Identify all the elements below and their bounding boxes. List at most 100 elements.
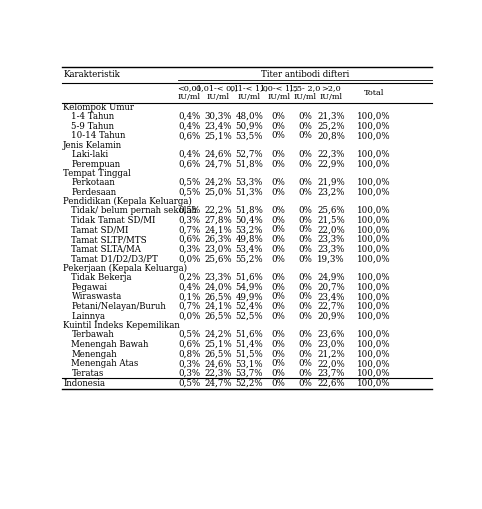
Text: 19,3%: 19,3% bbox=[317, 254, 345, 264]
Text: 0,3%: 0,3% bbox=[178, 369, 200, 378]
Text: 0%: 0% bbox=[298, 369, 312, 378]
Text: 0%: 0% bbox=[298, 225, 312, 234]
Text: 100,0%: 100,0% bbox=[357, 235, 391, 244]
Text: 1,5- 2,0
IU/ml: 1,5- 2,0 IU/ml bbox=[289, 84, 321, 101]
Text: 21,2%: 21,2% bbox=[317, 350, 345, 358]
Text: 100,0%: 100,0% bbox=[357, 131, 391, 140]
Text: 0%: 0% bbox=[272, 150, 286, 159]
Text: 22,3%: 22,3% bbox=[204, 369, 232, 378]
Text: 0%: 0% bbox=[298, 206, 312, 215]
Text: 51,6%: 51,6% bbox=[235, 273, 263, 282]
Text: Indonesia: Indonesia bbox=[63, 379, 105, 388]
Text: 0%: 0% bbox=[272, 340, 286, 349]
Text: 24,0%: 24,0% bbox=[204, 282, 232, 292]
Text: 0%: 0% bbox=[272, 225, 286, 234]
Text: 100,0%: 100,0% bbox=[357, 350, 391, 358]
Text: 53,2%: 53,2% bbox=[236, 225, 263, 234]
Text: 51,8%: 51,8% bbox=[235, 159, 263, 168]
Text: Pegawai: Pegawai bbox=[71, 282, 107, 292]
Text: 10-14 Tahun: 10-14 Tahun bbox=[71, 131, 126, 140]
Text: 51,3%: 51,3% bbox=[235, 187, 263, 196]
Text: Tidak Bekerja: Tidak Bekerja bbox=[71, 273, 132, 282]
Text: 52,4%: 52,4% bbox=[235, 302, 263, 311]
Text: 23,4%: 23,4% bbox=[204, 122, 232, 131]
Text: 24,6%: 24,6% bbox=[204, 150, 232, 159]
Text: 0,4%: 0,4% bbox=[178, 282, 200, 292]
Text: 0%: 0% bbox=[272, 245, 286, 254]
Text: 0,0%: 0,0% bbox=[178, 312, 201, 321]
Text: Terbawah: Terbawah bbox=[71, 330, 114, 339]
Text: 23,0%: 23,0% bbox=[317, 340, 345, 349]
Text: 0,1-< 1,0
IU/ml: 0,1-< 1,0 IU/ml bbox=[230, 84, 268, 101]
Text: 0,5%: 0,5% bbox=[178, 330, 200, 339]
Text: 0,3%: 0,3% bbox=[178, 245, 200, 254]
Text: Tidak Tamat SD/MI: Tidak Tamat SD/MI bbox=[71, 216, 156, 224]
Text: 0%: 0% bbox=[272, 302, 286, 311]
Text: 51,4%: 51,4% bbox=[235, 340, 263, 349]
Text: >2,0
IU/ml: >2,0 IU/ml bbox=[320, 84, 343, 101]
Text: 52,2%: 52,2% bbox=[235, 379, 263, 388]
Text: 0%: 0% bbox=[272, 359, 286, 368]
Text: 20,9%: 20,9% bbox=[317, 312, 345, 321]
Text: Tamat SLTP/MTS: Tamat SLTP/MTS bbox=[71, 235, 147, 244]
Text: 0%: 0% bbox=[298, 122, 312, 131]
Text: Pendidikan (Kepala Keluarga): Pendidikan (Kepala Keluarga) bbox=[63, 196, 192, 206]
Text: 0%: 0% bbox=[298, 245, 312, 254]
Text: 100,0%: 100,0% bbox=[357, 379, 391, 388]
Text: 51,6%: 51,6% bbox=[235, 330, 263, 339]
Text: 0%: 0% bbox=[298, 282, 312, 292]
Text: 0,1%: 0,1% bbox=[178, 292, 201, 301]
Text: 0%: 0% bbox=[272, 131, 286, 140]
Text: 50,9%: 50,9% bbox=[235, 122, 263, 131]
Text: 24,2%: 24,2% bbox=[204, 330, 232, 339]
Text: 0,7%: 0,7% bbox=[178, 225, 200, 234]
Text: 100,0%: 100,0% bbox=[357, 254, 391, 264]
Text: 100,0%: 100,0% bbox=[357, 369, 391, 378]
Text: 23,6%: 23,6% bbox=[317, 330, 345, 339]
Text: 20,7%: 20,7% bbox=[317, 282, 345, 292]
Text: 23,0%: 23,0% bbox=[204, 245, 232, 254]
Text: Menengah Bawah: Menengah Bawah bbox=[71, 340, 149, 349]
Text: 0%: 0% bbox=[272, 379, 286, 388]
Text: Menengah: Menengah bbox=[71, 350, 117, 358]
Text: 0%: 0% bbox=[272, 178, 286, 187]
Text: 25,6%: 25,6% bbox=[204, 254, 232, 264]
Text: 53,3%: 53,3% bbox=[236, 178, 263, 187]
Text: 0%: 0% bbox=[298, 350, 312, 358]
Text: 0%: 0% bbox=[298, 187, 312, 196]
Text: 100,0%: 100,0% bbox=[357, 206, 391, 215]
Text: 0%: 0% bbox=[298, 292, 312, 301]
Text: 0%: 0% bbox=[298, 178, 312, 187]
Text: 24,1%: 24,1% bbox=[204, 302, 232, 311]
Text: 100,0%: 100,0% bbox=[357, 292, 391, 301]
Text: Teratas: Teratas bbox=[71, 369, 104, 378]
Text: 0%: 0% bbox=[272, 122, 286, 131]
Text: Laki-laki: Laki-laki bbox=[71, 150, 108, 159]
Text: Kuintil Indeks Kepemilikan: Kuintil Indeks Kepemilikan bbox=[63, 321, 180, 330]
Text: 26,3%: 26,3% bbox=[204, 235, 232, 244]
Text: 24,6%: 24,6% bbox=[204, 359, 232, 368]
Text: Tamat D1/D2/D3/PT: Tamat D1/D2/D3/PT bbox=[71, 254, 158, 264]
Text: 0%: 0% bbox=[298, 131, 312, 140]
Text: 53,7%: 53,7% bbox=[236, 369, 263, 378]
Text: 100,0%: 100,0% bbox=[357, 359, 391, 368]
Text: 0,3%: 0,3% bbox=[178, 359, 200, 368]
Text: 0%: 0% bbox=[298, 150, 312, 159]
Text: Karakteristik: Karakteristik bbox=[63, 70, 120, 79]
Text: 100,0%: 100,0% bbox=[357, 302, 391, 311]
Text: 0%: 0% bbox=[272, 159, 286, 168]
Text: 100,0%: 100,0% bbox=[357, 225, 391, 234]
Text: Tempat Tinggal: Tempat Tinggal bbox=[63, 168, 131, 178]
Text: 22,0%: 22,0% bbox=[317, 359, 345, 368]
Text: 24,9%: 24,9% bbox=[317, 273, 345, 282]
Text: 0,2%: 0,2% bbox=[178, 273, 200, 282]
Text: 21,5%: 21,5% bbox=[317, 216, 345, 224]
Text: 0%: 0% bbox=[298, 312, 312, 321]
Text: 0%: 0% bbox=[298, 254, 312, 264]
Text: 23,2%: 23,2% bbox=[317, 187, 345, 196]
Text: 5-9 Tahun: 5-9 Tahun bbox=[71, 122, 114, 131]
Text: 25,1%: 25,1% bbox=[204, 340, 232, 349]
Text: 22,6%: 22,6% bbox=[317, 379, 345, 388]
Text: 0%: 0% bbox=[298, 302, 312, 311]
Text: 54,9%: 54,9% bbox=[235, 282, 263, 292]
